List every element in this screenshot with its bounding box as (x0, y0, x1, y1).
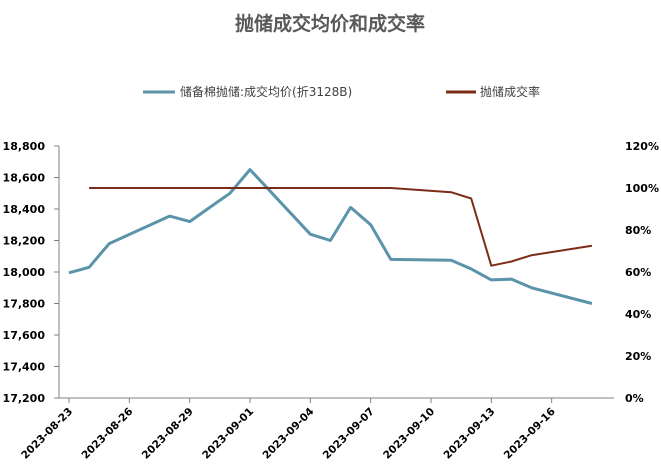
right-tick-label: 60% (625, 266, 651, 279)
x-tick-label: 2023-09-04 (260, 406, 316, 462)
x-tick-label: 2023-09-07 (321, 406, 377, 462)
x-tick-label: 2023-09-13 (441, 406, 497, 462)
x-tick-label: 2023-08-23 (19, 406, 75, 462)
x-tick-label: 2023-09-10 (381, 406, 437, 462)
right-tick-label: 80% (625, 224, 651, 237)
legend-label-1: 储备棉抛储:成交均价(折3128B) (180, 84, 352, 99)
chart-title: 抛储成交均价和成交率 (235, 12, 425, 35)
series-line-1 (68, 168, 593, 305)
right-axis-ticks: 0% 20% 40% 60% 80% 100% 120% (625, 140, 659, 405)
right-tick-label: 40% (625, 308, 651, 321)
left-tick-label: 17,600 (3, 329, 46, 342)
legend-label-2: 抛储成交率 (480, 84, 540, 99)
left-tick-label: 18,000 (3, 266, 46, 279)
right-tick-label: 120% (625, 140, 659, 153)
left-tick-label: 17,400 (3, 361, 46, 374)
series-line-2 (89, 187, 593, 267)
legend: 储备棉抛储:成交均价(折3128B) 抛储成交率 (143, 84, 540, 99)
left-tick-label: 18,200 (3, 235, 46, 248)
axes (58, 146, 614, 399)
series-layer (68, 168, 593, 305)
x-tick-label: 2023-08-29 (140, 406, 196, 462)
left-tick-label: 18,800 (3, 140, 46, 153)
x-tick-label: 2023-09-01 (200, 406, 256, 462)
x-tick-label: 2023-08-26 (79, 406, 135, 462)
right-tick-label: 100% (625, 182, 659, 195)
right-tick-label: 0% (625, 392, 644, 405)
left-tick-label: 17,200 (3, 392, 46, 405)
left-tick-label: 17,800 (3, 298, 46, 311)
left-tick-label: 18,400 (3, 203, 46, 216)
x-tick-label: 2023-09-16 (502, 406, 558, 462)
left-tick-label: 18,600 (3, 172, 46, 185)
x-axis-ticks: 2023-08-23 2023-08-26 2023-08-29 2023-09-01… (19, 398, 558, 462)
left-axis-ticks: 17,200 17,400 17,600 17,800 18,000 18,200 18,4… (3, 140, 59, 405)
right-tick-label: 20% (625, 350, 651, 363)
